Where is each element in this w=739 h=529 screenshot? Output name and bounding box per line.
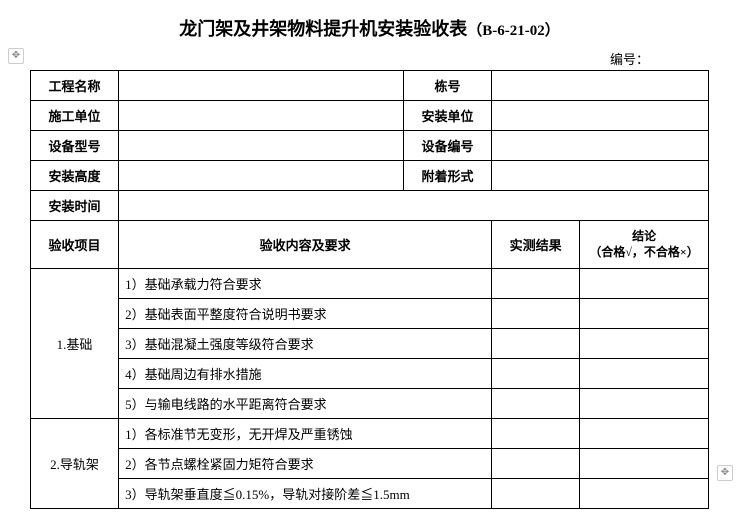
info-row: 施工单位 安装单位 [31,101,709,131]
section1-item-5: 5）与输电线路的水平距离符合要求 [119,389,492,419]
value-construction-unit [119,101,404,131]
table-row: 1.基础 1）基础承载力符合要求 [31,269,709,299]
conclusion-cell [580,299,709,329]
conclusion-cell [580,479,709,509]
label-equip-model: 设备型号 [31,131,119,161]
info-row: 工程名称 栋号 [31,71,709,101]
value-equip-model [119,131,404,161]
section-2-name: 2.导轨架 [31,419,119,509]
label-construction-unit: 施工单位 [31,101,119,131]
header-conclusion-l2: （合格√，不合格×） [589,245,698,259]
section1-item-1: 1）基础承载力符合要求 [119,269,492,299]
section-1-name: 1.基础 [31,269,119,419]
conclusion-cell [580,419,709,449]
result-cell [492,359,580,389]
section2-item-3: 3）导轨架垂直度≦0.15%，导轨对接阶差≦1.5mm [119,479,492,509]
value-building-no [492,71,709,101]
label-equip-no: 设备编号 [403,131,491,161]
value-attach-form [492,161,709,191]
label-install-time: 安装时间 [31,191,119,221]
value-project-name [119,71,404,101]
result-cell [492,269,580,299]
info-row: 设备型号 设备编号 [31,131,709,161]
result-cell [492,449,580,479]
result-cell [492,479,580,509]
header-content: 验收内容及要求 [119,221,492,269]
label-project-name: 工程名称 [31,71,119,101]
info-row: 安装高度 附着形式 [31,161,709,191]
section2-item-1: 1）各标准节无变形，无开焊及严重锈蚀 [119,419,492,449]
conclusion-cell [580,389,709,419]
conclusion-cell [580,329,709,359]
header-row: 验收项目 验收内容及要求 实测结果 结论 （合格√，不合格×） [31,221,709,269]
serial-label: 编号： [610,52,649,67]
table-row: 3）基础混凝土强度等级符合要求 [31,329,709,359]
header-result: 实测结果 [492,221,580,269]
table-row: 5）与输电线路的水平距离符合要求 [31,389,709,419]
header-conclusion-l1: 结论 [632,229,656,243]
value-install-time [119,191,709,221]
section1-item-4: 4）基础周边有排水措施 [119,359,492,389]
result-cell [492,419,580,449]
section1-item-2: 2）基础表面平整度符合说明书要求 [119,299,492,329]
value-install-height [119,161,404,191]
result-cell [492,389,580,419]
label-install-height: 安装高度 [31,161,119,191]
title-code: （B-6-21-02） [467,23,560,39]
table-row: 2）基础表面平整度符合说明书要求 [31,299,709,329]
table-row: 2.导轨架 1）各标准节无变形，无开焊及严重锈蚀 [31,419,709,449]
conclusion-cell [580,269,709,299]
result-cell [492,329,580,359]
drag-handle-tl[interactable]: ✥ [8,48,24,64]
section1-item-3: 3）基础混凝土强度等级符合要求 [119,329,492,359]
value-equip-no [492,131,709,161]
conclusion-cell [580,359,709,389]
title-main: 龙门架及井架物料提升机安装验收表 [179,19,467,39]
section2-item-2: 2）各节点螺栓紧固力矩符合要求 [119,449,492,479]
header-item: 验收项目 [31,221,119,269]
info-row: 安装时间 [31,191,709,221]
table-row: 3）导轨架垂直度≦0.15%，导轨对接阶差≦1.5mm [31,479,709,509]
drag-handle-br[interactable]: ✥ [717,465,733,481]
serial-number-row: 编号： [30,49,709,68]
label-install-unit: 安装单位 [403,101,491,131]
label-attach-form: 附着形式 [403,161,491,191]
table-row: 2）各节点螺栓紧固力矩符合要求 [31,449,709,479]
label-building-no: 栋号 [403,71,491,101]
table-row: 4）基础周边有排水措施 [31,359,709,389]
conclusion-cell [580,449,709,479]
result-cell [492,299,580,329]
page-title: 龙门架及井架物料提升机安装验收表（B-6-21-02） [30,15,709,41]
value-install-unit [492,101,709,131]
acceptance-table: 工程名称 栋号 施工单位 安装单位 设备型号 设备编号 安装高度 附着形式 安装… [30,70,709,509]
header-conclusion: 结论 （合格√，不合格×） [580,221,709,269]
